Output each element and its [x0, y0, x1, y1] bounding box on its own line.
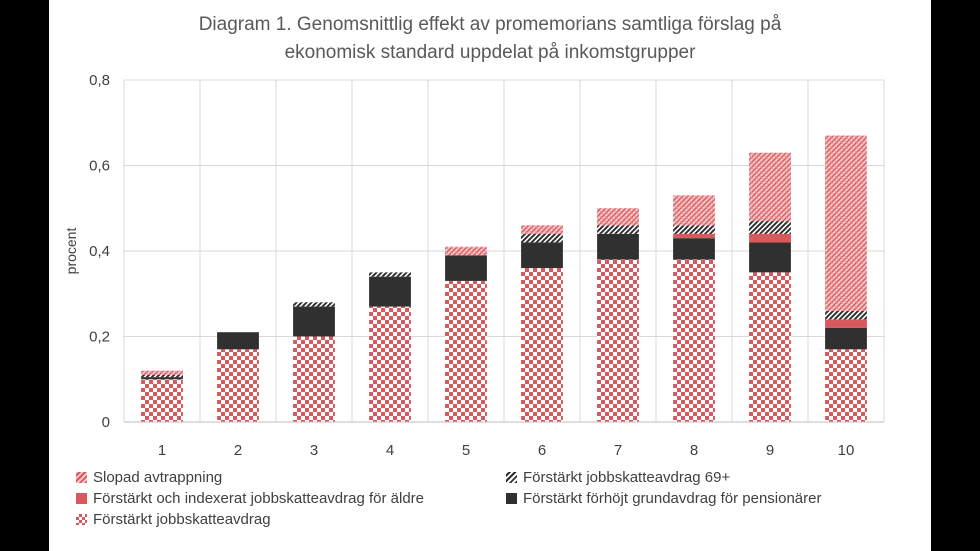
- bar-segment-förstärkt-och-indexerat-jobbskatteavdrag-för-äldre-10: [825, 319, 867, 328]
- legend-swatch-checker: [76, 514, 87, 525]
- chart-title-line-1: Diagram 1. Genomsnittlig effekt av prome…: [198, 14, 782, 35]
- y-axis-label: procent: [63, 228, 79, 275]
- legend-label: Förstärkt förhöjt grundavdrag för pensio…: [523, 490, 822, 507]
- bar-segment-förstärkt-förhöjt-grundavdrag-för-pensionärer-6: [521, 242, 563, 269]
- y-tick-label: 0,8: [89, 72, 110, 89]
- bar-segment-förstärkt-jobbskatteavdrag-69--3: [293, 302, 335, 307]
- bar-segment-förstärkt-jobbskatteavdrag-1: [141, 379, 183, 422]
- bar-segment-förstärkt-jobbskatteavdrag-7: [597, 259, 639, 422]
- bar-segment-förstärkt-jobbskatteavdrag-4: [369, 306, 411, 422]
- bar-segment-förstärkt-jobbskatteavdrag-8: [673, 259, 715, 422]
- bar-segment-förstärkt-jobbskatteavdrag-2: [217, 349, 259, 422]
- x-tick-label: 1: [158, 442, 166, 459]
- legend-label: Förstärkt jobbskatteavdrag: [93, 511, 271, 528]
- x-tick-label: 6: [538, 442, 546, 459]
- bar-segment-förstärkt-jobbskatteavdrag-3: [293, 336, 335, 422]
- bar-segment-förstärkt-jobbskatteavdrag-69--8: [673, 225, 715, 234]
- legend-item-jobbskatteavdrag: Förstärkt jobbskatteavdrag: [76, 511, 271, 528]
- bar-segment-förstärkt-förhöjt-grundavdrag-för-pensionärer-7: [597, 233, 639, 260]
- y-tick-label: 0,2: [89, 329, 110, 346]
- chart-panel: Diagram 1. Genomsnittlig effekt av prome…: [49, 0, 931, 551]
- legend-item-slopad-avtrappning: Slopad avtrappning: [76, 469, 222, 486]
- bar-segment-förstärkt-förhöjt-grundavdrag-för-pensionärer-2: [217, 332, 259, 350]
- legend-item-grundavdrag-pensionarer: Förstärkt förhöjt grundavdrag för pensio…: [506, 490, 821, 507]
- bar-segment-förstärkt-jobbskatteavdrag-10: [825, 349, 867, 422]
- x-tick-label: 9: [766, 442, 774, 459]
- legend-swatch-hatch: [76, 472, 87, 483]
- bar-segment-förstärkt-jobbskatteavdrag-69--1: [141, 374, 183, 378]
- bar-segment-förstärkt-och-indexerat-jobbskatteavdrag-för-äldre-8: [673, 233, 715, 239]
- bar-segment-förstärkt-förhöjt-grundavdrag-för-pensionärer-3: [293, 306, 335, 337]
- x-tick-label: 5: [462, 442, 470, 459]
- bar-chart: 1 2 3 4 5 6 7 8 9 10 0 0,2 0,4 0,6 0,8 procent: [63, 72, 885, 459]
- bar-segment-förstärkt-och-indexerat-jobbskatteavdrag-för-äldre-9: [749, 233, 791, 243]
- bar-segment-förstärkt-jobbskatteavdrag-69--9: [749, 221, 791, 234]
- bar-segment-förstärkt-förhöjt-grundavdrag-för-pensionärer-5: [445, 255, 487, 281]
- bar-segment-förstärkt-jobbskatteavdrag-69--10: [825, 310, 867, 320]
- chart-title-line-2: ekonomisk standard uppdelat på inkomstgr…: [284, 42, 696, 63]
- bar-segment-förstärkt-förhöjt-grundavdrag-för-pensionärer-10: [825, 327, 867, 350]
- bar-segment-förstärkt-förhöjt-grundavdrag-för-pensionärer-9: [749, 242, 791, 273]
- legend-label: Förstärkt jobbskatteavdrag 69+: [523, 469, 731, 486]
- legend-label: Slopad avtrappning: [93, 469, 223, 486]
- x-tick-label: 10: [838, 442, 855, 459]
- x-tick-label: 2: [234, 442, 242, 459]
- legend-item-jobbskatteavdrag-69: Förstärkt jobbskatteavdrag 69+: [506, 469, 730, 486]
- bar-segment-förstärkt-jobbskatteavdrag-69--7: [597, 225, 639, 234]
- bar-segment-slopad-avtrappning-1: [141, 370, 183, 375]
- x-tick-label: 4: [386, 442, 394, 459]
- y-tick-label: 0: [102, 414, 110, 431]
- y-tick-label: 0,6: [89, 158, 110, 175]
- legend-item-indexerat-aldre: Förstärkt och indexerat jobbskatteavdrag…: [76, 490, 424, 507]
- x-tick-label: 3: [310, 442, 318, 459]
- bar-segment-slopad-avtrappning-10: [825, 135, 867, 311]
- legend-swatch-solid-red: [76, 493, 87, 504]
- x-tick-label: 8: [690, 442, 698, 459]
- bar-segment-förstärkt-förhöjt-grundavdrag-för-pensionärer-4: [369, 276, 411, 307]
- legend-label: Förstärkt och indexerat jobbskatteavdrag…: [93, 490, 425, 507]
- legend-swatch-solid-dark: [506, 493, 517, 504]
- bar-segment-slopad-avtrappning-5: [445, 246, 487, 256]
- y-tick-label: 0,4: [89, 243, 110, 260]
- bar-segment-förstärkt-jobbskatteavdrag-9: [749, 272, 791, 422]
- x-tick-label: 7: [614, 442, 622, 459]
- bar-segment-förstärkt-jobbskatteavdrag-6: [521, 268, 563, 422]
- bar-segment-slopad-avtrappning-6: [521, 225, 563, 234]
- legend-swatch-diagonal: [506, 472, 517, 483]
- bar-segment-förstärkt-förhöjt-grundavdrag-för-pensionärer-8: [673, 238, 715, 260]
- bar-segment-förstärkt-jobbskatteavdrag-69--4: [369, 272, 411, 277]
- bar-segment-förstärkt-jobbskatteavdrag-5: [445, 280, 487, 422]
- bar-segment-slopad-avtrappning-9: [749, 152, 791, 222]
- bar-segment-förstärkt-jobbskatteavdrag-69--6: [521, 233, 563, 243]
- bar-segment-förstärkt-förhöjt-grundavdrag-för-pensionärer-1: [141, 377, 183, 380]
- bar-segment-slopad-avtrappning-7: [597, 208, 639, 226]
- bar-segment-slopad-avtrappning-8: [673, 195, 715, 226]
